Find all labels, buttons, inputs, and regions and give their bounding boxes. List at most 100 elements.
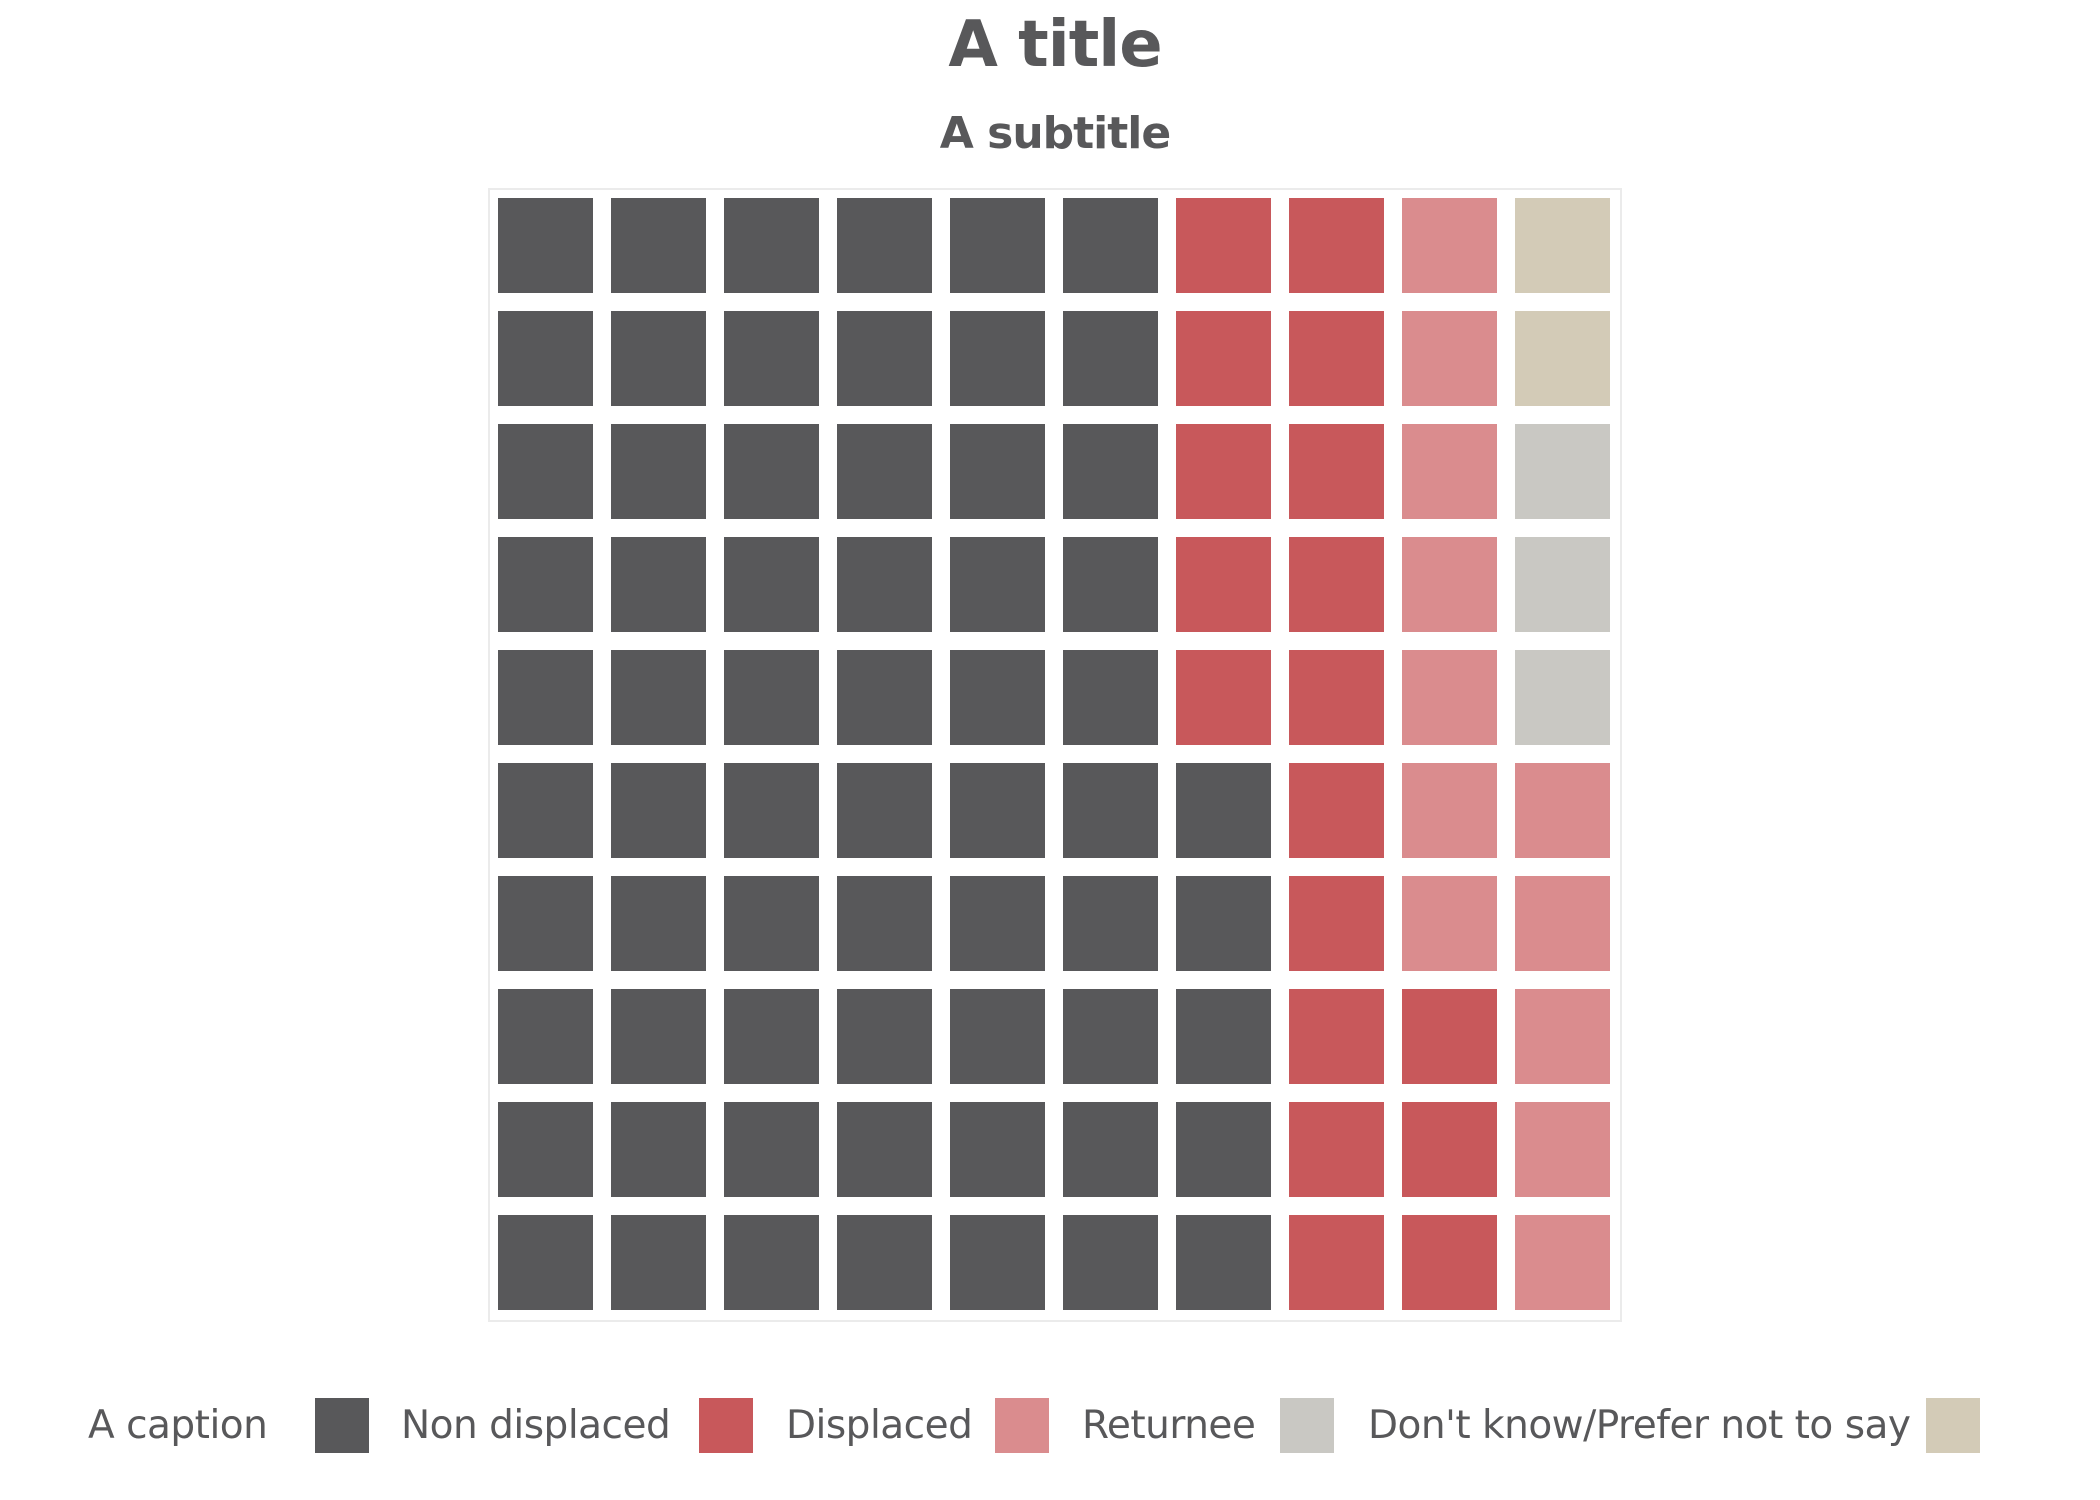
waffle-cell-displaced <box>1289 311 1384 406</box>
legend-label-dont-know: Don't know/Prefer not to say <box>1368 1403 1911 1448</box>
waffle-cell-non-displaced <box>498 198 593 293</box>
waffle-cell-non-displaced <box>498 311 593 406</box>
waffle-cell-non-displaced <box>1176 989 1271 1084</box>
waffle-cell-returnee <box>1402 763 1497 858</box>
waffle-cell-non-displaced <box>724 989 819 1084</box>
waffle-cell-non-displaced <box>1063 1215 1158 1310</box>
waffle-cell-non-displaced <box>611 537 706 632</box>
waffle-cell-non-displaced <box>498 763 593 858</box>
legend-key-non-displaced <box>315 1398 369 1453</box>
waffle-cell-returnee <box>1402 650 1497 745</box>
waffle-cell-non-displaced <box>498 876 593 971</box>
waffle-cell-non-displaced <box>611 198 706 293</box>
waffle-cell-non-displaced <box>724 537 819 632</box>
waffle-cell-non-displaced <box>1063 424 1158 519</box>
waffle-cell-non-displaced <box>950 198 1045 293</box>
waffle-cell-non-displaced <box>611 1102 706 1197</box>
waffle-cell-displaced <box>1289 989 1384 1084</box>
waffle-cell-returnee <box>1515 763 1610 858</box>
waffle-cell-returnee <box>1515 1102 1610 1197</box>
chart-title: A title <box>948 8 1162 82</box>
waffle-cell-non-displaced <box>498 650 593 745</box>
waffle-cell-displaced <box>1289 424 1384 519</box>
waffle-cell-displaced <box>1289 537 1384 632</box>
waffle-cell-non-displaced <box>837 1102 932 1197</box>
legend-key-unlabeled <box>1926 1398 1980 1453</box>
waffle-cell-non-displaced <box>837 198 932 293</box>
waffle-cell-non-displaced <box>724 198 819 293</box>
waffle-cell-non-displaced <box>611 989 706 1084</box>
waffle-cell-unlabeled <box>1515 198 1610 293</box>
waffle-cell-returnee <box>1402 424 1497 519</box>
waffle-cell-don-t-know-prefer-not-to-say <box>1515 650 1610 745</box>
waffle-cell-non-displaced <box>724 650 819 745</box>
waffle-cell-non-displaced <box>950 650 1045 745</box>
waffle-cell-displaced <box>1289 1215 1384 1310</box>
waffle-cell-non-displaced <box>950 424 1045 519</box>
waffle-cell-non-displaced <box>498 1102 593 1197</box>
waffle-cell-non-displaced <box>498 1215 593 1310</box>
waffle-cell-non-displaced <box>1176 876 1271 971</box>
legend-label-displaced: Displaced <box>786 1403 973 1448</box>
waffle-cell-displaced <box>1176 650 1271 745</box>
legend-key-displaced <box>699 1398 753 1453</box>
legend-label-non-displaced: Non displaced <box>401 1403 671 1448</box>
waffle-cell-non-displaced <box>1176 763 1271 858</box>
waffle-cell-displaced <box>1176 424 1271 519</box>
waffle-cell-returnee <box>1515 1215 1610 1310</box>
waffle-cell-non-displaced <box>1063 989 1158 1084</box>
waffle-cell-non-displaced <box>1063 198 1158 293</box>
waffle-cell-non-displaced <box>837 989 932 1084</box>
waffle-cell-non-displaced <box>1063 537 1158 632</box>
waffle-cell-non-displaced <box>724 1215 819 1310</box>
waffle-cell-non-displaced <box>611 1215 706 1310</box>
waffle-cell-returnee <box>1515 876 1610 971</box>
waffle-cell-displaced <box>1402 1215 1497 1310</box>
waffle-cell-non-displaced <box>611 876 706 971</box>
waffle-cell-non-displaced <box>724 311 819 406</box>
waffle-cell-non-displaced <box>837 1215 932 1310</box>
waffle-cell-don-t-know-prefer-not-to-say <box>1515 424 1610 519</box>
waffle-cell-non-displaced <box>950 763 1045 858</box>
waffle-cell-non-displaced <box>1176 1102 1271 1197</box>
waffle-cell-returnee <box>1402 198 1497 293</box>
waffle-cell-non-displaced <box>611 650 706 745</box>
legend-label-returnee: Returnee <box>1082 1403 1256 1448</box>
waffle-cell-returnee <box>1515 989 1610 1084</box>
waffle-cell-non-displaced <box>724 424 819 519</box>
waffle-cell-displaced <box>1289 1102 1384 1197</box>
waffle-cell-displaced <box>1289 650 1384 745</box>
chart-caption: A caption <box>88 1403 268 1448</box>
waffle-cell-non-displaced <box>1176 1215 1271 1310</box>
waffle-cell-non-displaced <box>1063 876 1158 971</box>
waffle-cell-non-displaced <box>611 763 706 858</box>
waffle-cell-non-displaced <box>837 311 932 406</box>
waffle-cell-non-displaced <box>1063 311 1158 406</box>
waffle-cell-non-displaced <box>724 876 819 971</box>
waffle-cell-non-displaced <box>950 876 1045 971</box>
waffle-cell-non-displaced <box>611 424 706 519</box>
waffle-cell-non-displaced <box>1063 1102 1158 1197</box>
waffle-cell-non-displaced <box>724 1102 819 1197</box>
waffle-cell-non-displaced <box>837 537 932 632</box>
waffle-cell-displaced <box>1402 1102 1497 1197</box>
waffle-cell-non-displaced <box>950 311 1045 406</box>
waffle-cell-non-displaced <box>950 1102 1045 1197</box>
waffle-cell-non-displaced <box>724 763 819 858</box>
legend-key-dont-know <box>1280 1398 1334 1453</box>
waffle-cell-displaced <box>1289 198 1384 293</box>
waffle-cell-displaced <box>1289 763 1384 858</box>
waffle-cell-non-displaced <box>1063 650 1158 745</box>
chart-subtitle: A subtitle <box>939 108 1171 159</box>
waffle-cell-returnee <box>1402 876 1497 971</box>
waffle-cell-non-displaced <box>837 763 932 858</box>
legend-key-returnee <box>995 1398 1049 1453</box>
waffle-cell-displaced <box>1289 876 1384 971</box>
waffle-cell-non-displaced <box>611 311 706 406</box>
waffle-cell-don-t-know-prefer-not-to-say <box>1515 537 1610 632</box>
waffle-cell-non-displaced <box>498 537 593 632</box>
waffle-cell-non-displaced <box>837 650 932 745</box>
waffle-cell-non-displaced <box>950 1215 1045 1310</box>
waffle-cell-unlabeled <box>1515 311 1610 406</box>
